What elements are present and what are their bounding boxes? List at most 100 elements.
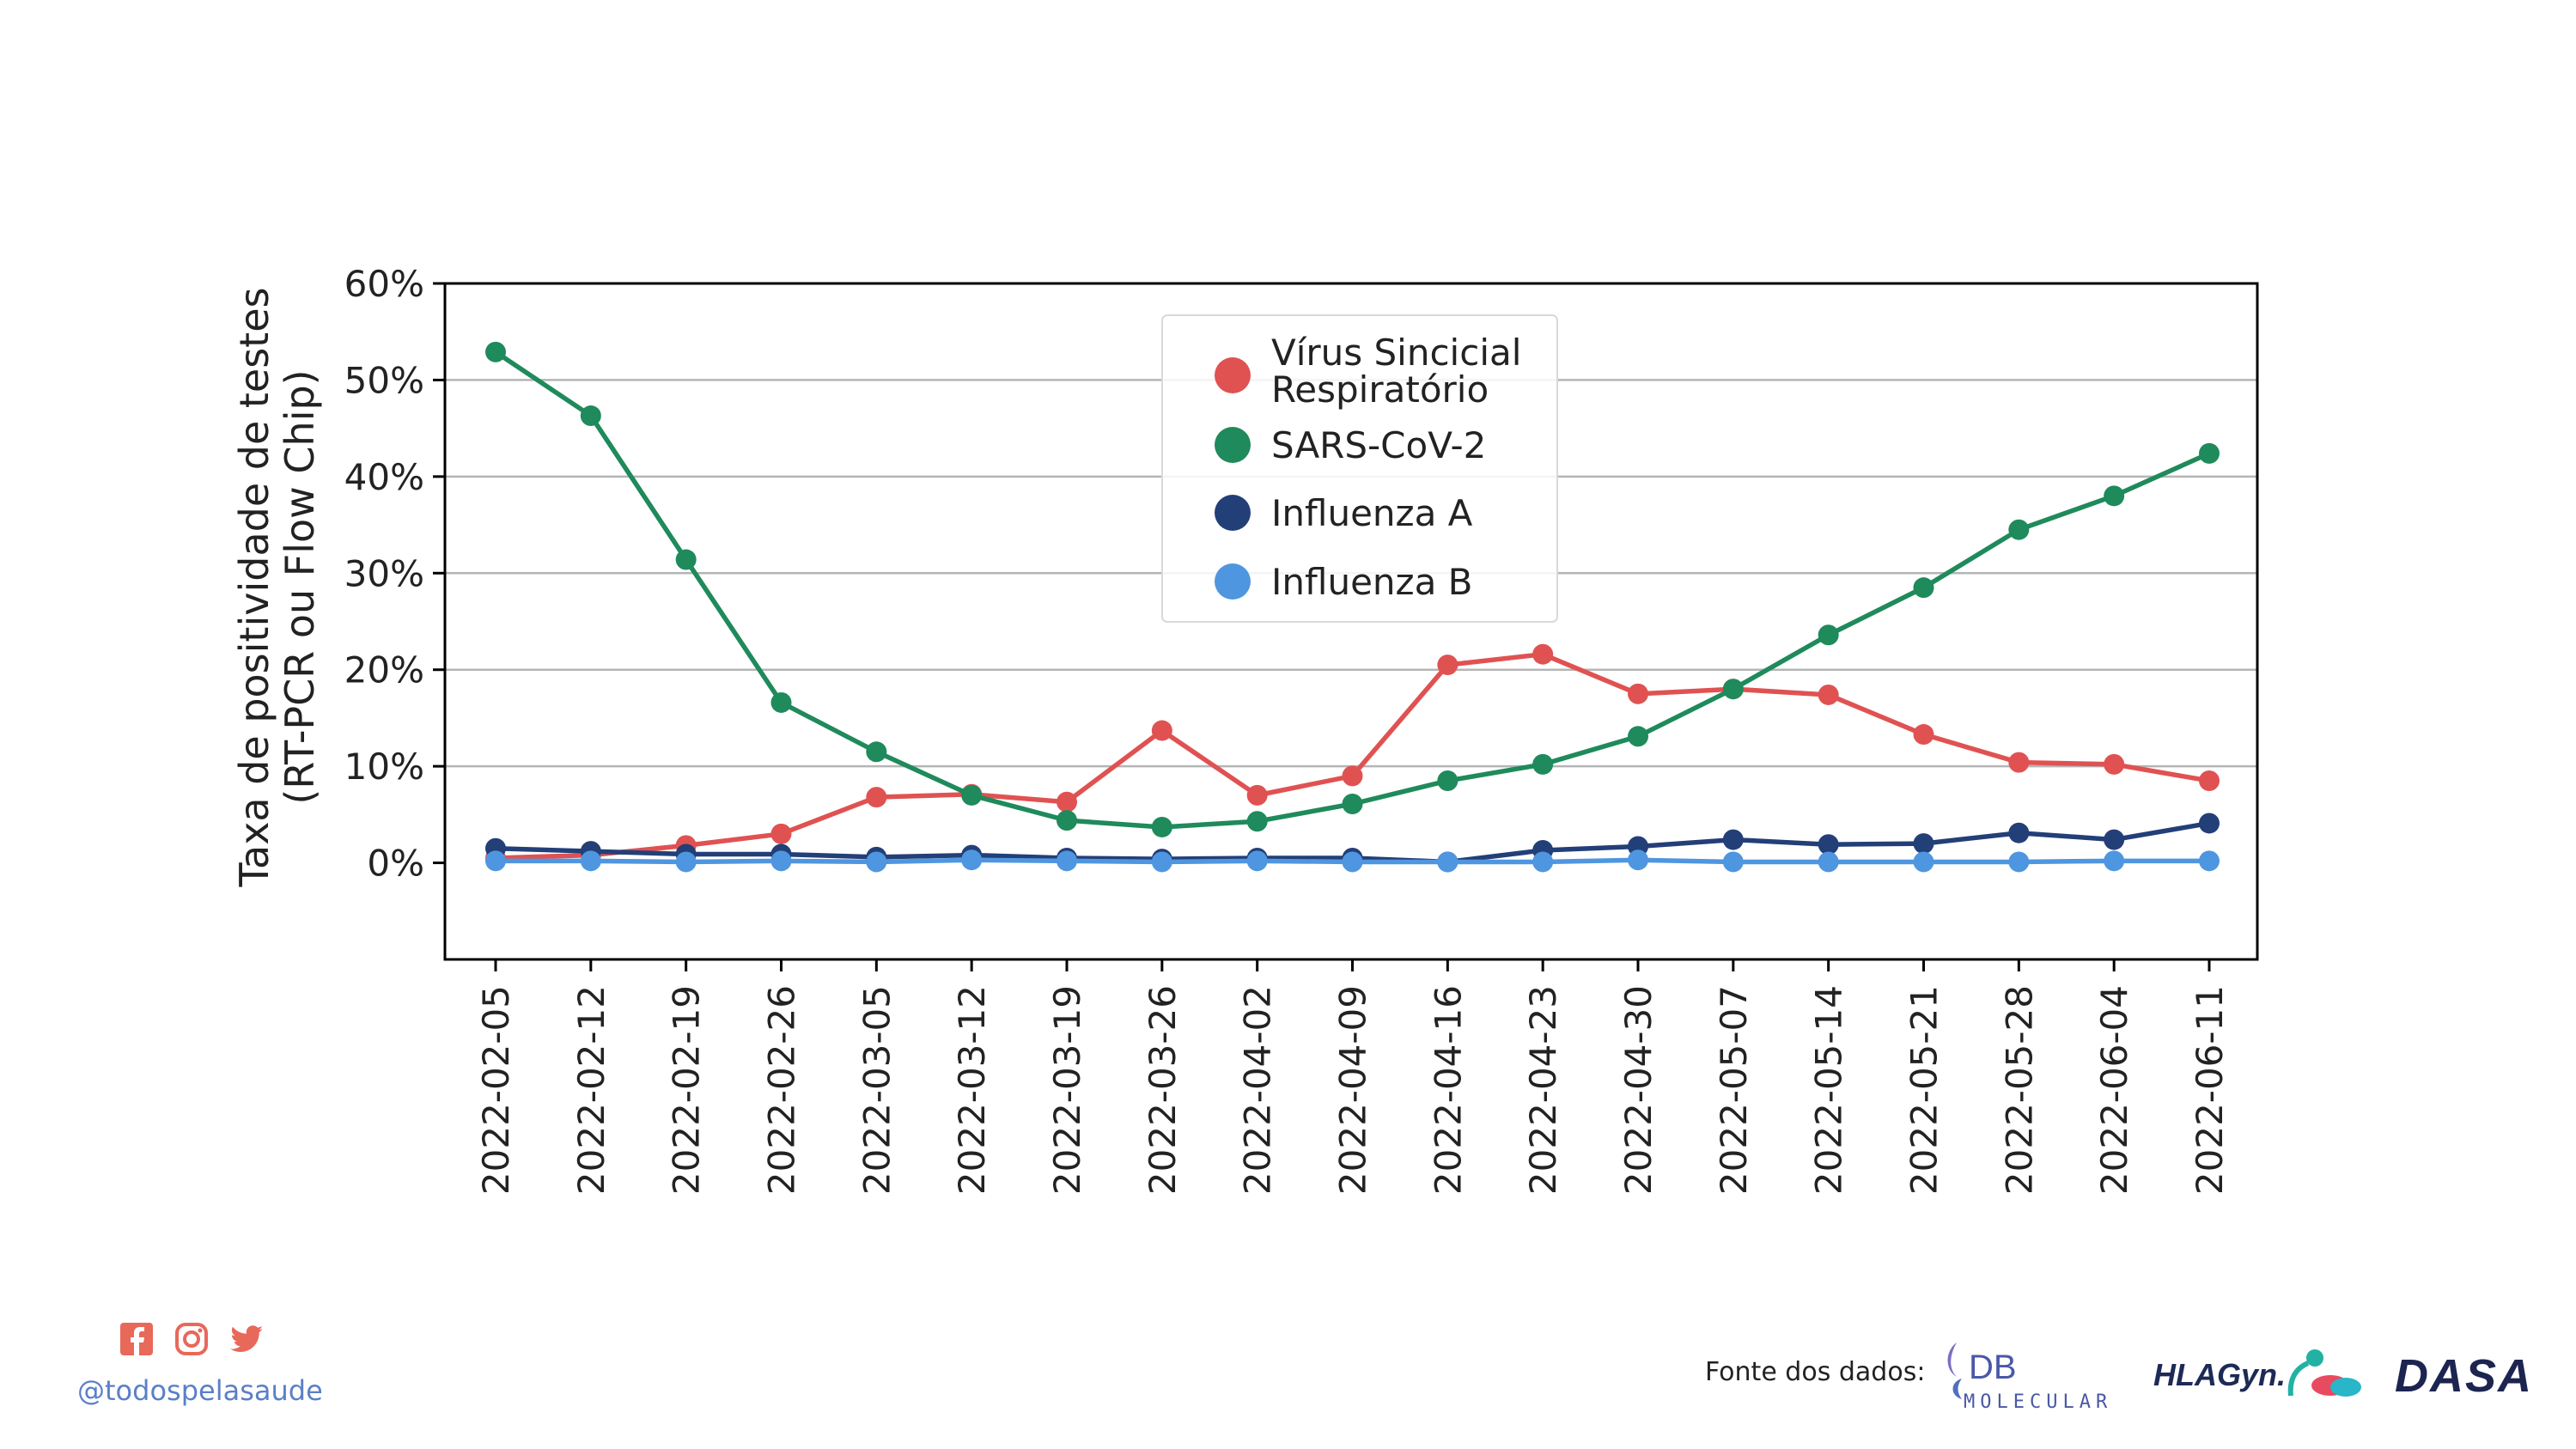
data-point (1818, 851, 1839, 873)
data-point (1913, 577, 1934, 599)
data-point (1437, 851, 1459, 873)
db-molecular-logo: DB MOLECULAR (1947, 1342, 2112, 1413)
y-tick-label: 30% (344, 552, 424, 594)
legend-label: Vírus Sincicial (1271, 332, 1521, 374)
data-point (2199, 813, 2220, 834)
y-tick-label: 40% (344, 456, 424, 498)
x-tick-label: 2022-04-23 (1522, 985, 1564, 1195)
data-point (770, 850, 792, 872)
legend-marker (1215, 427, 1251, 463)
data-point (1628, 726, 1648, 747)
source-label: Fonte dos dados: (1705, 1357, 1926, 1387)
x-tick-label: 2022-04-09 (1332, 985, 1374, 1195)
data-point (675, 851, 697, 873)
data-point (2008, 752, 2030, 773)
facebook-icon[interactable] (119, 1321, 155, 1357)
data-point (1437, 654, 1459, 676)
social-icons (119, 1321, 265, 1357)
data-point (1342, 793, 1363, 814)
data-point (866, 851, 887, 873)
x-tick-label: 2022-03-19 (1046, 985, 1088, 1195)
x-tick-label: 2022-05-28 (1998, 985, 2040, 1195)
y-axis-label: Taxa de positividade de testes (231, 288, 277, 888)
data-point (866, 741, 887, 763)
data-point (485, 850, 506, 872)
series-layer (485, 341, 2220, 873)
x-tick-label: 2022-05-07 (1713, 985, 1755, 1195)
data-point (2104, 485, 2125, 507)
x-tick-label: 2022-05-21 (1903, 985, 1946, 1195)
dasa-logo-text: DASA (2395, 1350, 2533, 1400)
data-point (1057, 810, 1077, 831)
data-point (1532, 753, 1554, 775)
data-point (675, 549, 697, 570)
data-point (2104, 850, 2125, 872)
data-point (1818, 624, 1839, 646)
data-point (1818, 684, 1839, 705)
series-sars-cov-2 (485, 341, 2220, 837)
data-point (1151, 851, 1172, 873)
data-point (580, 850, 601, 872)
x-tick-label: 2022-05-14 (1808, 985, 1850, 1195)
data-point (1913, 833, 1934, 855)
series-v-rus-sincicial-respirat-rio (485, 643, 2220, 868)
x-tick-label: 2022-03-12 (951, 985, 993, 1195)
data-point (1913, 724, 1934, 746)
data-point (1151, 816, 1172, 837)
y-tick-label: 60% (344, 263, 424, 305)
x-tick-label: 2022-06-04 (2093, 985, 2135, 1195)
data-point (2104, 829, 2125, 850)
data-point (866, 787, 887, 808)
hlagyn-logo: HLAGyn. (2153, 1349, 2361, 1397)
x-tick-label: 2022-02-26 (761, 985, 803, 1195)
data-point (1532, 851, 1554, 873)
y-tick-label: 50% (344, 359, 424, 401)
series-line (495, 651, 2210, 861)
dasa-logo: DASA (2395, 1350, 2533, 1400)
data-point (1532, 643, 1554, 665)
data-point (2199, 850, 2220, 872)
x-tick-label: 2022-02-05 (475, 985, 517, 1195)
data-point (1628, 683, 1648, 704)
legend-marker (1215, 563, 1251, 600)
data-point (1722, 679, 1744, 700)
data-point (770, 691, 792, 713)
y-axis: 0% 10% 20% 30% 40% 50% 60% (344, 263, 445, 885)
y-tick-label: 10% (344, 746, 424, 788)
legend-label: Influenza A (1271, 492, 1473, 534)
data-point (485, 341, 506, 362)
y-tick-label: 20% (344, 649, 424, 691)
legend-box (1161, 314, 1558, 623)
y-axis-label-line2: (RT-PCR ou Flow Chip) (277, 369, 323, 804)
data-point (1057, 791, 1077, 813)
legend-marker (1215, 495, 1251, 531)
data-point (2008, 851, 2030, 873)
series-influenza-b (485, 849, 2220, 873)
data-point (1057, 850, 1077, 872)
data-point (580, 405, 601, 427)
legend-label: SARS-CoV-2 (1271, 424, 1486, 466)
hlagyn-logo-text: HLAGyn. (2153, 1357, 2286, 1392)
data-point (1722, 829, 1744, 850)
twitter-icon[interactable] (228, 1321, 265, 1357)
data-point (1246, 811, 1268, 832)
data-point (1246, 850, 1268, 872)
data-point (2008, 519, 2030, 540)
data-point (961, 784, 983, 806)
data-point (2008, 822, 2030, 843)
x-tick-label: 2022-02-12 (570, 985, 612, 1195)
molecular-logo-text: MOLECULAR (1964, 1391, 2112, 1413)
x-tick-label: 2022-04-02 (1237, 985, 1279, 1195)
data-point (1246, 784, 1268, 806)
data-point (1151, 720, 1172, 741)
x-axis: 2022-02-05 2022-02-12 2022-02-19 2022-02-26… (475, 959, 2231, 1195)
data-point (2199, 442, 2220, 464)
data-point (1437, 770, 1459, 792)
instagram-icon[interactable] (174, 1321, 210, 1357)
data-point (1818, 834, 1839, 855)
social-handle[interactable]: @todospelasaude (77, 1374, 323, 1407)
legend-label: Respiratório (1271, 368, 1489, 411)
data-point (1913, 851, 1934, 873)
